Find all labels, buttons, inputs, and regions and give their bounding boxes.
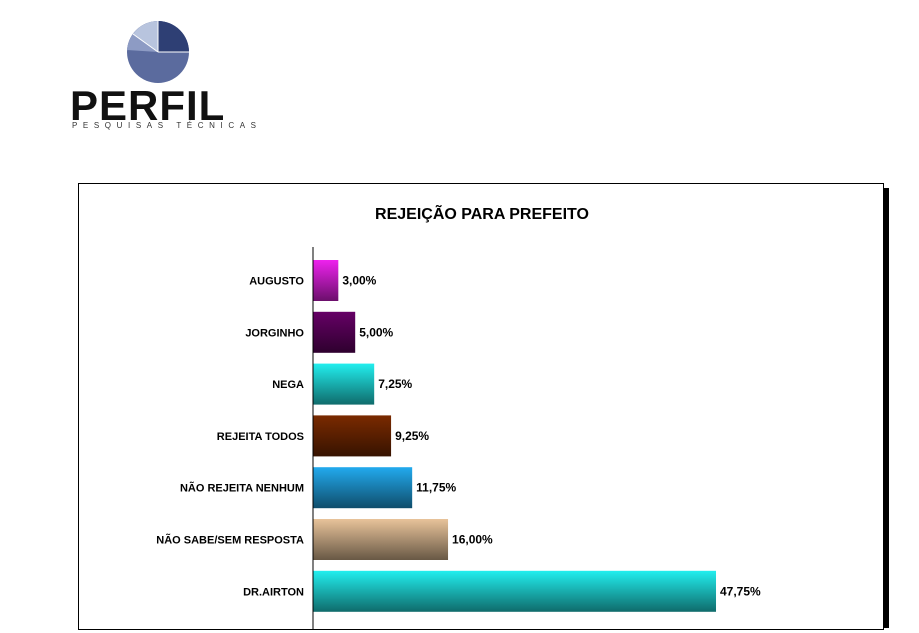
value-label-1: 3,00% [342, 274, 376, 288]
bar-4 [313, 415, 392, 457]
category-label-1: AUGUSTO [249, 276, 304, 288]
bar-5 [313, 467, 413, 509]
category-label-4: REJEITA TODOS [217, 431, 304, 443]
logo-tagline: PESQUISAS TÉCNICAS [72, 121, 262, 130]
perfil-logo-icon [127, 21, 189, 83]
category-label-2: JORGINHO [245, 327, 304, 339]
chart-frame: REJEIÇÃO PARA PREFEITO AUGUSTO 3,00% JORGI… [78, 183, 884, 630]
value-label-3: 7,25% [378, 377, 412, 391]
bar-6 [313, 519, 449, 560]
category-label-3: NEGA [272, 379, 304, 391]
bar-3 [313, 363, 375, 405]
category-label-7: DR.AIRTON [243, 586, 304, 598]
bar-2 [313, 311, 356, 353]
category-label-6: NÃO SABE/SEM RESPOSTA [156, 534, 304, 547]
bar-chart: REJEIÇÃO PARA PREFEITO AUGUSTO 3,00% JORGI… [156, 203, 761, 629]
bar-7 [313, 570, 717, 612]
chart-title: REJEIÇÃO PARA PREFEITO [375, 203, 589, 223]
bar-1 [313, 260, 339, 301]
value-label-2: 5,00% [359, 325, 393, 339]
bars-group: AUGUSTO 3,00% JORGINHO 5,00% NEGA 7,25% REJEIT… [156, 260, 761, 612]
category-label-5: NÃO REJEITA NENHUM [180, 482, 304, 495]
value-label-6: 16,00% [452, 533, 493, 547]
value-label-7: 47,75% [720, 584, 761, 598]
logo-wordmark: PERFIL [70, 82, 226, 129]
value-label-4: 9,25% [395, 429, 429, 443]
value-label-5: 11,75% [416, 481, 456, 495]
